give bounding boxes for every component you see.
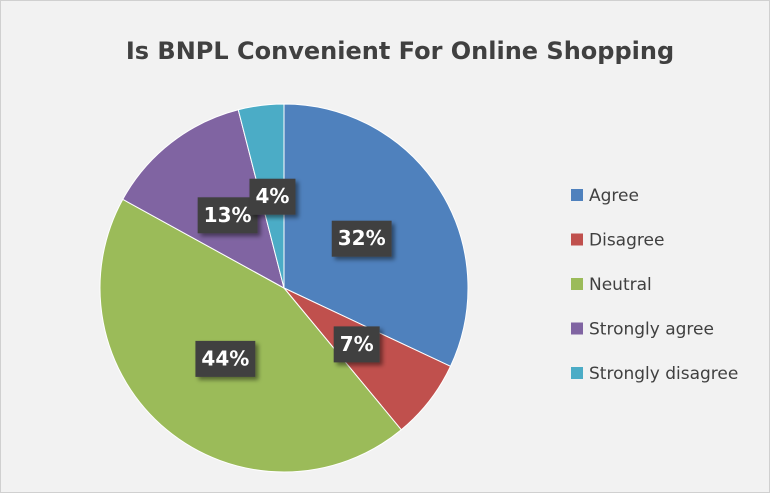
legend-label: Neutral [589, 275, 652, 295]
legend-swatch [571, 322, 583, 335]
data-labels: 32% 7% 44% 13%4% [195, 178, 392, 377]
chart-title: Is BNPL Convenient For Online Shopping [126, 37, 674, 65]
pie-slice [99, 198, 402, 473]
legend-label: Disagree [589, 231, 664, 251]
legend-label: Agree [589, 186, 639, 206]
legend-label: Strongly agree [589, 320, 714, 340]
legend-swatch [571, 189, 583, 201]
legend-label: Strongly disagree [589, 364, 738, 384]
data-label: 13% [204, 203, 252, 227]
legend-swatch [571, 233, 583, 246]
data-label: 7% [340, 332, 374, 356]
legend: Agree Disagree Neutral Strongly agree Strong… [571, 186, 738, 384]
legend-swatch [571, 367, 583, 379]
pie [99, 103, 469, 473]
data-label-box [331, 220, 392, 257]
data-label: 4% [255, 184, 289, 208]
data-label-box [249, 178, 296, 215]
data-label-box [197, 197, 258, 234]
data-label: 44% [201, 346, 249, 370]
data-label-box [333, 326, 380, 363]
legend-swatch [571, 278, 583, 290]
data-label: 32% [338, 226, 386, 250]
data-label-box [195, 340, 256, 377]
